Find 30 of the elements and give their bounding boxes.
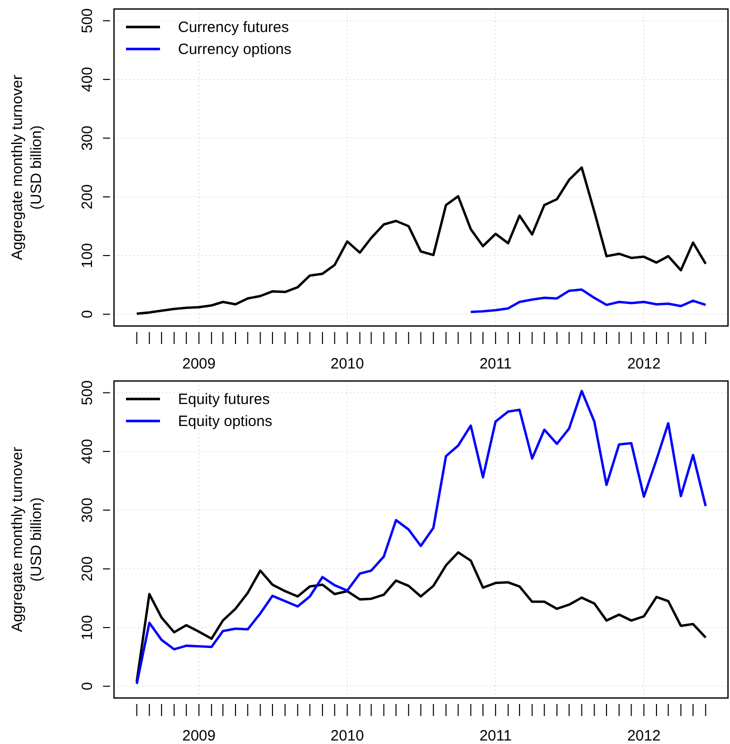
y-tick-label: 500 [79,380,96,406]
legend-label: Equity futures [178,391,270,408]
line-series [136,551,707,683]
y-tick-label: 300 [79,126,96,151]
y-tick-label: 100 [79,243,96,268]
x-tick-label: 2009 [182,356,216,373]
y-tick-label: 400 [79,66,96,92]
y-tick-label: 0 [79,682,96,690]
x-tick-label: 2012 [627,356,661,373]
y-axis-title: Aggregate monthly turnover (USD billion) [9,446,45,632]
x-tick-label: 2012 [627,728,661,744]
line-series [136,390,707,686]
y-tick-label: 400 [79,438,96,464]
line-series [136,166,707,315]
y-tick-label: 500 [79,8,96,34]
y-tick-label: 300 [79,498,96,523]
x-tick-label: 2009 [182,728,216,744]
y-axis-title: Aggregate monthly turnover (USD billion) [9,74,45,260]
y-tick-label: 200 [79,556,96,582]
y-tick-label: 0 [79,310,96,318]
line-series [470,288,707,314]
x-tick-label: 2011 [479,728,512,744]
x-tick-label: 2010 [330,356,364,373]
x-tick-label: 2011 [479,356,512,373]
legend-label: Currency futures [178,19,289,36]
y-tick-label: 100 [79,615,96,640]
legend-label: Equity options [178,413,272,430]
x-tick-label: 2010 [330,728,364,744]
y-tick-label: 200 [79,184,96,210]
legend-label: Currency options [178,41,292,58]
